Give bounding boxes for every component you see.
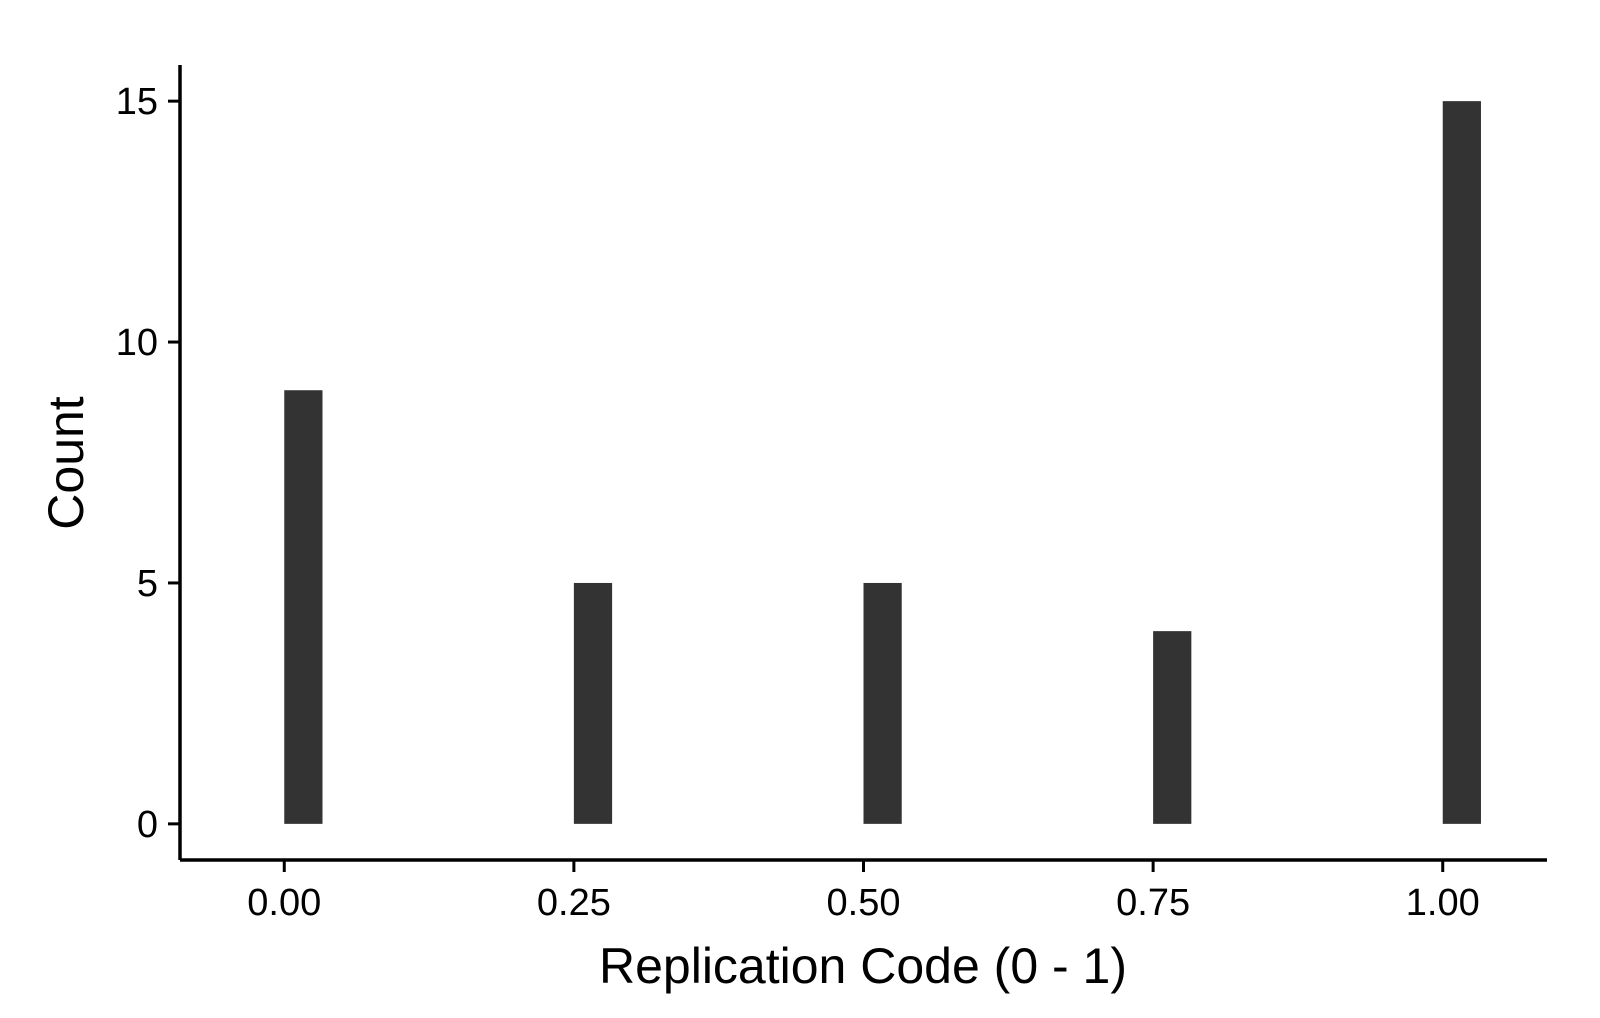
y-tick-label: 0	[137, 804, 158, 846]
x-axis: 0.00 0.25 0.50 0.75 1.00	[180, 858, 1547, 924]
y-tick-label: 15	[116, 81, 158, 123]
y-tick-label: 5	[137, 563, 158, 605]
bar-0.00	[284, 390, 323, 824]
x-tick-label: 0.25	[537, 882, 611, 924]
x-axis-title: Replication Code (0 - 1)	[599, 938, 1127, 994]
bar-0.75	[1153, 631, 1192, 824]
x-tick-label: 0.00	[247, 882, 321, 924]
bar-0.25	[573, 582, 613, 824]
x-tick-label: 1.00	[1406, 882, 1480, 924]
y-tick-label: 10	[116, 322, 158, 364]
bars-group	[284, 101, 1481, 824]
bar-0.50	[863, 582, 902, 824]
y-axis-title: Count	[38, 396, 94, 530]
bar-1.00	[1442, 101, 1481, 824]
x-tick-label: 0.75	[1116, 882, 1190, 924]
x-tick-label: 0.50	[827, 882, 901, 924]
y-axis: 0 5 10 15	[116, 65, 182, 860]
